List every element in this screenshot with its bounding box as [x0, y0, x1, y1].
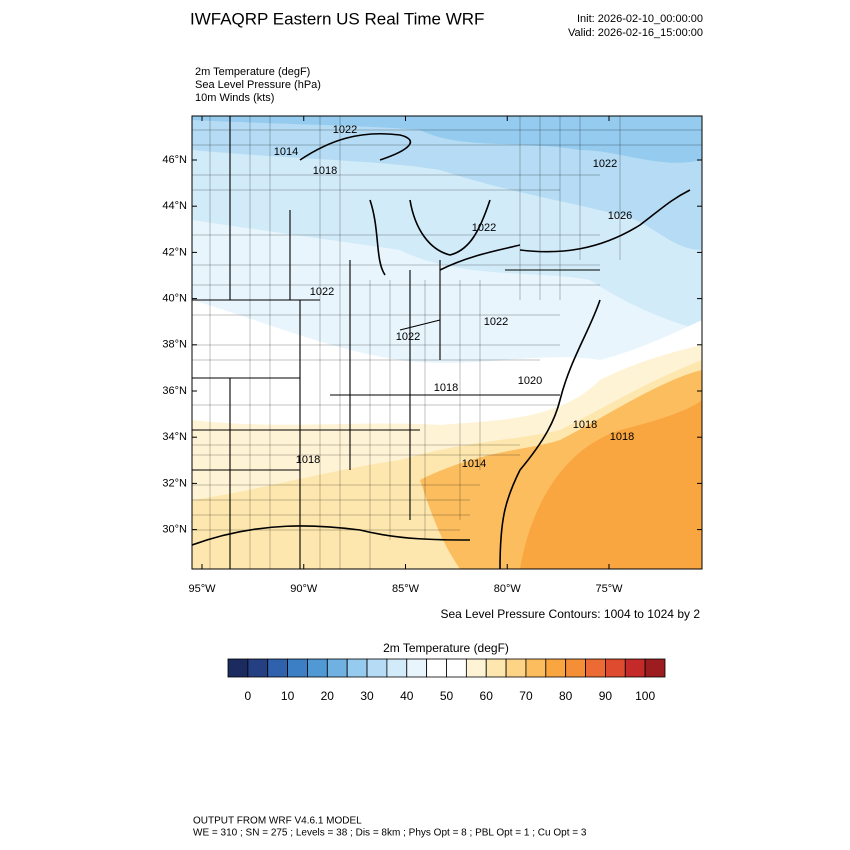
field-label: Sea Level Pressure (hPa)	[195, 79, 321, 91]
lat-label: 44°N	[162, 200, 187, 212]
lat-label: 32°N	[162, 477, 187, 489]
colorbar-tick-label: 20	[321, 689, 335, 703]
contour-label: 1022	[484, 316, 508, 328]
contour-label: 1022	[593, 158, 617, 170]
footer-line: WE = 310 ; SN = 275 ; Levels = 38 ; Dis …	[193, 828, 587, 839]
contour-label: 1018	[610, 431, 634, 443]
colder-region	[192, 116, 702, 163]
hotter-region	[520, 400, 702, 569]
contour-label: 1018	[296, 454, 320, 466]
colorbar-swatch	[287, 658, 308, 678]
map-field	[192, 116, 702, 569]
colorbar-tick-label: 90	[599, 689, 613, 703]
colorbar-swatch	[307, 658, 328, 678]
map-frame	[191, 115, 703, 570]
lon-label: 85°W	[392, 583, 420, 595]
field-label: 2m Temperature (degF)	[195, 66, 310, 78]
title: IWFAQRP Eastern US Real Time WRF	[190, 9, 484, 28]
contour-label: 1018	[434, 382, 458, 394]
footer-line: OUTPUT FROM WRF V4.6.1 MODEL	[193, 816, 362, 827]
colorbar-swatch	[505, 658, 527, 678]
lon-label: 80°W	[494, 583, 522, 595]
colorbar-swatch	[426, 658, 447, 678]
colorbar-tick-label: 60	[480, 689, 494, 703]
lat-label: 36°N	[162, 385, 187, 397]
colorbar-swatch	[247, 658, 269, 678]
contour-label: 1014	[462, 458, 486, 470]
lat-label: 34°N	[162, 431, 187, 443]
colorbar-tick-label: 0	[245, 689, 252, 703]
colorbar-swatch	[227, 658, 249, 678]
colorbar-swatch	[485, 658, 507, 678]
colorbar-swatch	[465, 658, 487, 678]
contour-label: 1026	[608, 210, 632, 222]
colorbar: 0 10 20 30 40 50 60 70 80 90 100	[227, 658, 666, 703]
colorbar-swatch	[406, 658, 428, 678]
valid-time: Valid: 2026-02-16_15:00:00	[568, 27, 703, 39]
cold-region	[192, 116, 702, 250]
colorbar-swatch	[644, 658, 666, 678]
contour-label: 1014	[274, 146, 298, 158]
contour-label: 1018	[573, 419, 597, 431]
field-list: 2m Temperature (degF) Sea Level Pressure…	[195, 66, 321, 104]
contour-label: 1020	[518, 375, 542, 387]
contour-label: 1022	[310, 286, 334, 298]
colorbar-swatch	[545, 658, 567, 678]
colorbar-swatch	[267, 658, 288, 678]
colorbar-swatch	[346, 658, 368, 678]
colorbar-tick-label: 10	[281, 689, 295, 703]
contour-labels: 1022 1014 1018 1022 1026 1022 1022 1022 1022 1020…	[274, 124, 634, 470]
state-borders	[192, 116, 600, 569]
lat-label: 40°N	[162, 293, 187, 305]
county-lines	[192, 116, 702, 569]
colorbar-swatch	[605, 658, 626, 678]
colorbar-swatch	[624, 658, 646, 678]
lon-label: 75°W	[595, 583, 623, 595]
colorbar-swatch	[565, 658, 586, 678]
contour-label: 1022	[333, 124, 357, 136]
colorbar-tick-label: 40	[400, 689, 414, 703]
lat-axis: 46°N 44°N 42°N 40°N 38°N 36°N 34°N 32°N 30°N	[162, 154, 702, 536]
colorbar-swatch	[366, 658, 388, 678]
colorbar-swatch	[326, 658, 348, 678]
contour-note: Sea Level Pressure Contours: 1004 to 102…	[441, 607, 701, 621]
lat-label: 46°N	[162, 154, 187, 166]
contour-label: 1022	[472, 222, 496, 234]
colorbar-tick-label: 80	[559, 689, 573, 703]
lat-label: 42°N	[162, 246, 187, 258]
colorbar-swatch	[446, 658, 467, 678]
lat-label: 38°N	[162, 339, 187, 351]
init-time: Init: 2026-02-10_00:00:00	[577, 13, 703, 25]
field-label: 10m Winds (kts)	[195, 92, 274, 104]
lon-axis: 95°W 90°W 85°W 80°W 75°W	[188, 116, 623, 595]
colorbar-tick-label: 50	[440, 689, 454, 703]
contour-label: 1022	[396, 331, 420, 343]
contour-label: 1018	[313, 165, 337, 177]
lat-label: 30°N	[162, 524, 187, 536]
lon-label: 90°W	[290, 583, 318, 595]
colorbar-title: 2m Temperature (degF)	[383, 641, 509, 655]
colorbar-swatch	[585, 658, 606, 678]
colorbar-swatch	[386, 658, 408, 678]
lon-label: 95°W	[188, 583, 216, 595]
colorbar-tick-label: 100	[635, 689, 655, 703]
coastlines	[192, 132, 691, 569]
colorbar-swatch	[525, 658, 547, 678]
colorbar-tick-label: 30	[360, 689, 374, 703]
colorbar-tick-label: 70	[519, 689, 533, 703]
